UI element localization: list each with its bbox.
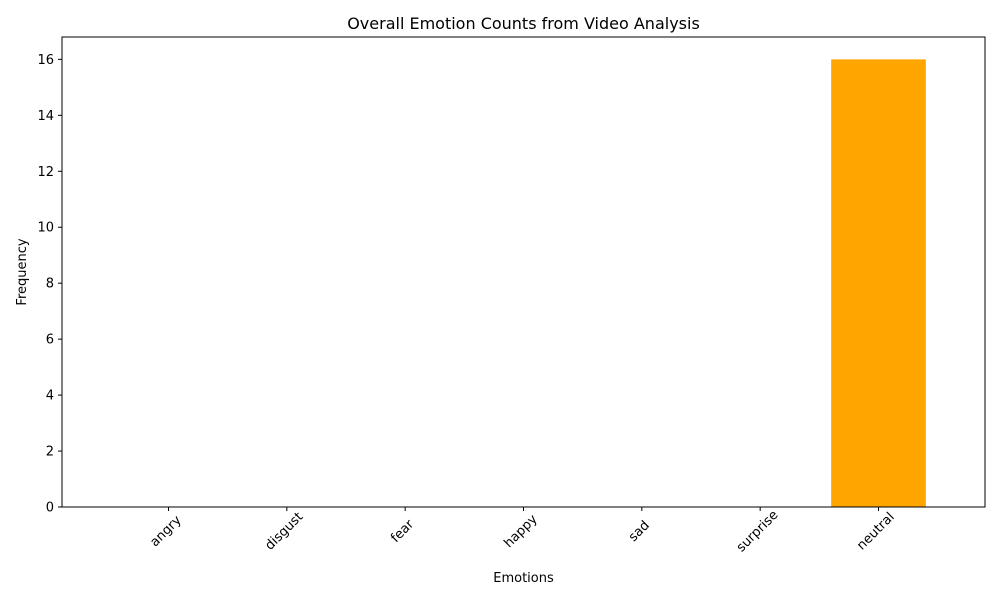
y-tick-label: 4 — [46, 389, 54, 404]
y-tick-label: 8 — [46, 277, 54, 292]
plot-area-frame — [61, 36, 986, 508]
y-tick-label: 0 — [46, 501, 54, 516]
y-tick-label: 10 — [37, 221, 54, 236]
chart-title: Overall Emotion Counts from Video Analys… — [347, 14, 700, 33]
y-tick-label: 16 — [37, 53, 54, 68]
y-tick-label: 6 — [46, 333, 54, 348]
bars-group — [831, 59, 926, 507]
y-tick-label: 2 — [46, 445, 54, 460]
y-axis-ticks: 0 2 4 6 8 10 12 14 16 — [37, 53, 62, 516]
y-tick-label: 12 — [37, 165, 54, 180]
y-axis-label: Frequency — [15, 238, 30, 305]
x-axis-label: Emotions — [493, 571, 554, 586]
y-tick-label: 14 — [37, 109, 54, 124]
bar-neutral — [831, 59, 926, 507]
